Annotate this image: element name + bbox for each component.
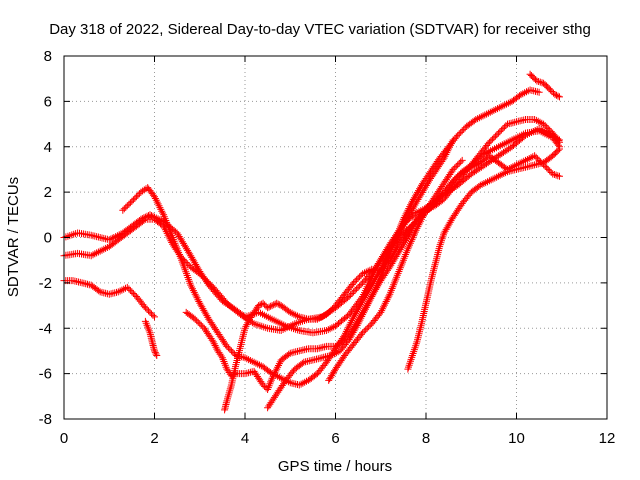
series-track-3 [60, 277, 158, 321]
y-axis-label: SDTVAR / TECUs [5, 177, 22, 297]
x-tick-label: 8 [422, 430, 430, 447]
grid [64, 56, 607, 419]
y-tick-label: -2 [39, 275, 52, 292]
y-tick-label: 8 [44, 48, 52, 65]
data-series [60, 70, 563, 414]
series-track-9 [325, 156, 466, 384]
series-track-10 [404, 145, 563, 373]
chart-title: Day 318 of 2022, Sidereal Day-to-day VTE… [49, 21, 591, 38]
x-tick-label: 0 [60, 430, 68, 447]
series-track-7 [221, 116, 563, 414]
x-tick-label: 6 [331, 430, 339, 447]
series-track-8 [264, 86, 543, 412]
x-tick-label: 10 [508, 430, 525, 447]
x-tick-label: 2 [150, 430, 158, 447]
y-tick-label: 4 [44, 139, 52, 156]
x-tick-label: 12 [599, 430, 616, 447]
y-tick-label: -4 [39, 320, 52, 337]
x-axis-label: GPS time / hours [278, 458, 392, 475]
y-tick-label: -8 [39, 411, 52, 428]
y-tick-label: 6 [44, 93, 52, 110]
series-track-11 [526, 70, 563, 101]
x-tick-label: 4 [241, 430, 249, 447]
y-tick-label: -6 [39, 366, 52, 383]
y-tick-label: 2 [44, 184, 52, 201]
y-tick-label: 0 [44, 230, 52, 247]
axis-ticks: 0 2 4 6 8 10 12 -8 -6 -4 -2 0 2 4 6 8 [39, 48, 616, 447]
series-track-4 [141, 317, 161, 359]
